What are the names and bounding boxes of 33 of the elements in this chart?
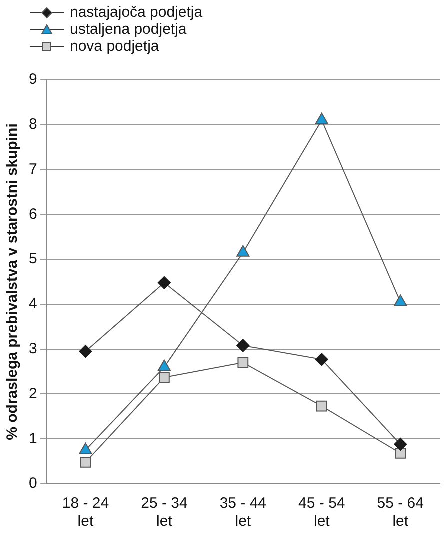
y-tick-label: 8 bbox=[29, 116, 38, 134]
y-tick-label: 5 bbox=[29, 250, 38, 268]
point bbox=[238, 357, 249, 368]
y-tick-label: 1 bbox=[29, 430, 38, 448]
point bbox=[394, 438, 408, 451]
point bbox=[395, 448, 406, 459]
point bbox=[236, 339, 250, 352]
point bbox=[79, 345, 92, 358]
legend-label: ustaljena podjetja bbox=[70, 21, 187, 38]
x-tick-label: 35 - 44 let bbox=[220, 495, 267, 530]
point bbox=[394, 294, 408, 306]
x-tick-label: 45 - 54 let bbox=[298, 495, 346, 530]
point bbox=[236, 245, 250, 257]
y-tick-label: 2 bbox=[29, 385, 38, 402]
point bbox=[315, 112, 328, 124]
point bbox=[158, 276, 171, 290]
point bbox=[80, 457, 92, 468]
y-tick-label: 0 bbox=[29, 475, 38, 492]
y-tick-label: 6 bbox=[29, 206, 38, 223]
y-tick-label: 7 bbox=[29, 160, 38, 178]
y-tick-label: 4 bbox=[29, 296, 38, 313]
point bbox=[158, 360, 171, 372]
x-tick-label: 55 - 64 let bbox=[377, 495, 424, 530]
point bbox=[158, 372, 170, 384]
x-tick-label: 25 - 34 let bbox=[141, 495, 188, 530]
x-tick-label: 18 - 24 let bbox=[62, 495, 110, 530]
y-tick-label: 9 bbox=[29, 71, 38, 88]
y-tick-label: 3 bbox=[29, 340, 38, 358]
legend-label: nova podjetja bbox=[70, 38, 160, 55]
point bbox=[316, 400, 328, 412]
legend-label: nastajajoča podjetja bbox=[70, 4, 203, 21]
y-axis-title: % odraslega prebivalstva v starostni skupini bbox=[4, 124, 22, 440]
point bbox=[315, 353, 328, 366]
